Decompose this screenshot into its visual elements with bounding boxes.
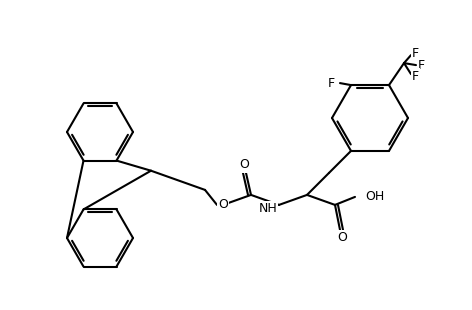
Text: F: F xyxy=(412,46,419,60)
Text: F: F xyxy=(418,59,425,72)
Text: NH: NH xyxy=(258,202,277,215)
Text: O: O xyxy=(337,231,347,244)
Text: O: O xyxy=(218,198,228,211)
Text: F: F xyxy=(328,77,335,90)
Text: OH: OH xyxy=(365,190,384,203)
Text: F: F xyxy=(412,69,419,82)
Text: O: O xyxy=(239,158,249,171)
